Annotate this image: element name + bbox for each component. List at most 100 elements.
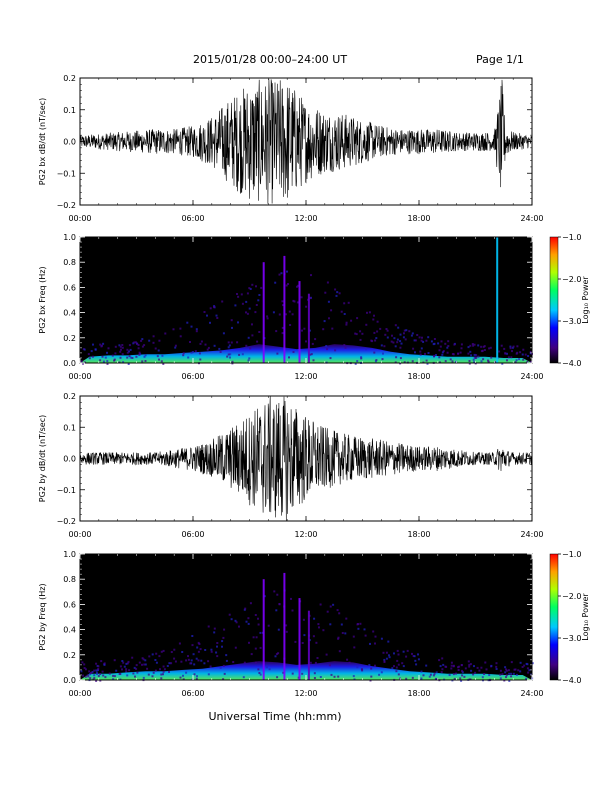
spectrogram-speckle xyxy=(426,362,429,365)
spectrogram-speckle xyxy=(207,625,210,628)
spectrogram-spike xyxy=(298,281,301,363)
spectrogram-speckle xyxy=(444,360,447,363)
spectrogram-speckle xyxy=(309,297,312,300)
spectrogram-speckle xyxy=(245,344,248,347)
spectrogram-speckle xyxy=(89,677,92,680)
spectrogram-speckle xyxy=(397,673,400,676)
spectrogram-speckle xyxy=(249,602,252,605)
spectrogram-speckle xyxy=(84,668,87,671)
spectrogram-speckle xyxy=(422,674,425,677)
spectrogram-speckle xyxy=(350,319,353,322)
spectrogram-speckle xyxy=(199,648,202,651)
spectrogram-speckle xyxy=(433,342,436,345)
spectrogram-speckle xyxy=(91,671,94,673)
spectrogram-speckle xyxy=(354,332,357,335)
spectrogram-speckle xyxy=(310,274,312,277)
spectrogram-speckle xyxy=(162,362,165,365)
spectrogram-speckle xyxy=(463,675,466,678)
spectrogram-speckle xyxy=(93,677,96,680)
spectrogram-speckle xyxy=(450,664,453,667)
spectrogram-speckle xyxy=(507,356,510,359)
spectrogram-speckle xyxy=(460,343,463,346)
spectrogram-speckle xyxy=(243,608,246,611)
spectrogram-speckle xyxy=(300,296,303,299)
spectrogram-speckle xyxy=(515,352,518,355)
spectrogram-speckle xyxy=(337,636,340,639)
spectrogram-speckle xyxy=(115,669,118,672)
spectrogram-speckle xyxy=(101,355,104,358)
x-tick-label: 06:00 xyxy=(181,689,204,698)
spectrogram-speckle xyxy=(504,666,507,669)
spectrogram-speckle xyxy=(257,617,259,620)
spectrogram-speckle xyxy=(445,665,448,668)
spectrogram-speckle xyxy=(121,660,124,662)
spectrogram-spike xyxy=(283,572,286,680)
spectrogram-speckle xyxy=(433,672,436,675)
spectrogram-speckle xyxy=(255,304,258,306)
y-tick-label: −0.2 xyxy=(57,201,76,210)
spectrogram-speckle xyxy=(330,673,333,676)
spectrogram-speckle xyxy=(144,354,147,357)
spectrogram-speckle xyxy=(151,675,154,678)
spectrogram-speckle xyxy=(195,330,198,333)
spectrogram-speckle xyxy=(501,673,504,676)
spectrogram-speckle xyxy=(500,344,503,347)
spectrogram-speckle xyxy=(250,653,253,656)
spectrogram-speckle xyxy=(189,341,191,343)
spectrogram-speckle xyxy=(249,347,252,350)
spectrogram-speckle xyxy=(108,672,111,675)
spectrogram-speckle xyxy=(512,345,515,348)
spectrogram-speckle xyxy=(375,359,378,362)
spectrogram-speckle xyxy=(442,663,445,666)
spectrogram-speckle xyxy=(195,657,198,660)
spectrogram-speckle xyxy=(526,360,529,363)
x-tick-label: 24:00 xyxy=(520,689,543,698)
spectrogram-speckle xyxy=(263,595,266,598)
colorbar xyxy=(549,553,559,681)
spectrogram-speckle xyxy=(185,671,188,674)
spectrogram-speckle xyxy=(417,653,419,656)
spectrogram-speckle xyxy=(469,344,472,347)
spectrogram-speckle xyxy=(328,664,331,667)
spectrogram-speckle xyxy=(215,314,218,317)
y-tick-label: 0.1 xyxy=(63,106,76,115)
y-tick-label: 1.0 xyxy=(63,550,76,559)
spectrogram-speckle xyxy=(290,597,292,600)
spectrogram-speckle xyxy=(446,351,449,354)
spectrogram-speckle xyxy=(197,641,200,644)
spectrogram-speckle xyxy=(370,339,373,342)
spectrogram-speckle xyxy=(393,665,395,668)
spectrogram-speckle xyxy=(447,345,450,347)
spectrogram-speckle xyxy=(317,623,320,626)
spectrogram-speckle xyxy=(92,343,94,346)
spectrogram-speckle xyxy=(438,349,441,352)
spectrogram-speckle xyxy=(210,650,213,653)
spectrogram-speckle xyxy=(360,357,363,360)
spectrogram-speckle xyxy=(461,669,463,672)
spectrogram-speckle xyxy=(506,352,508,355)
spectrogram-speckle xyxy=(405,677,408,680)
spectrogram-speckle xyxy=(325,653,328,656)
spectrogram-speckle xyxy=(266,666,268,669)
spectrogram-speckle xyxy=(450,661,453,664)
spectrogram-speckle xyxy=(385,657,388,660)
spectrogram-speckle xyxy=(401,662,404,665)
spectrogram-speckle xyxy=(155,652,158,655)
spectrogram-speckle xyxy=(126,351,129,354)
spectrogram-speckle xyxy=(474,671,477,674)
spectrogram-speckle xyxy=(519,661,522,664)
spectrogram-speckle xyxy=(447,340,450,343)
spectrogram-speckle xyxy=(480,345,483,348)
spectrogram-speckle xyxy=(380,344,383,347)
spectrogram-speckle xyxy=(413,655,416,658)
spectrogram-speckle xyxy=(457,666,459,669)
spectrogram-speckle xyxy=(234,304,237,307)
spectrogram-speckle xyxy=(182,354,185,357)
spectrogram-speckle xyxy=(397,326,400,329)
spectrogram-speckle xyxy=(399,333,402,336)
spectrogram-speckle xyxy=(501,362,504,365)
spectrogram-speckle xyxy=(449,358,452,361)
spectrogram-speckle xyxy=(291,609,294,612)
spectrogram-speckle xyxy=(291,672,294,675)
spectrogram-speckle xyxy=(457,669,460,671)
